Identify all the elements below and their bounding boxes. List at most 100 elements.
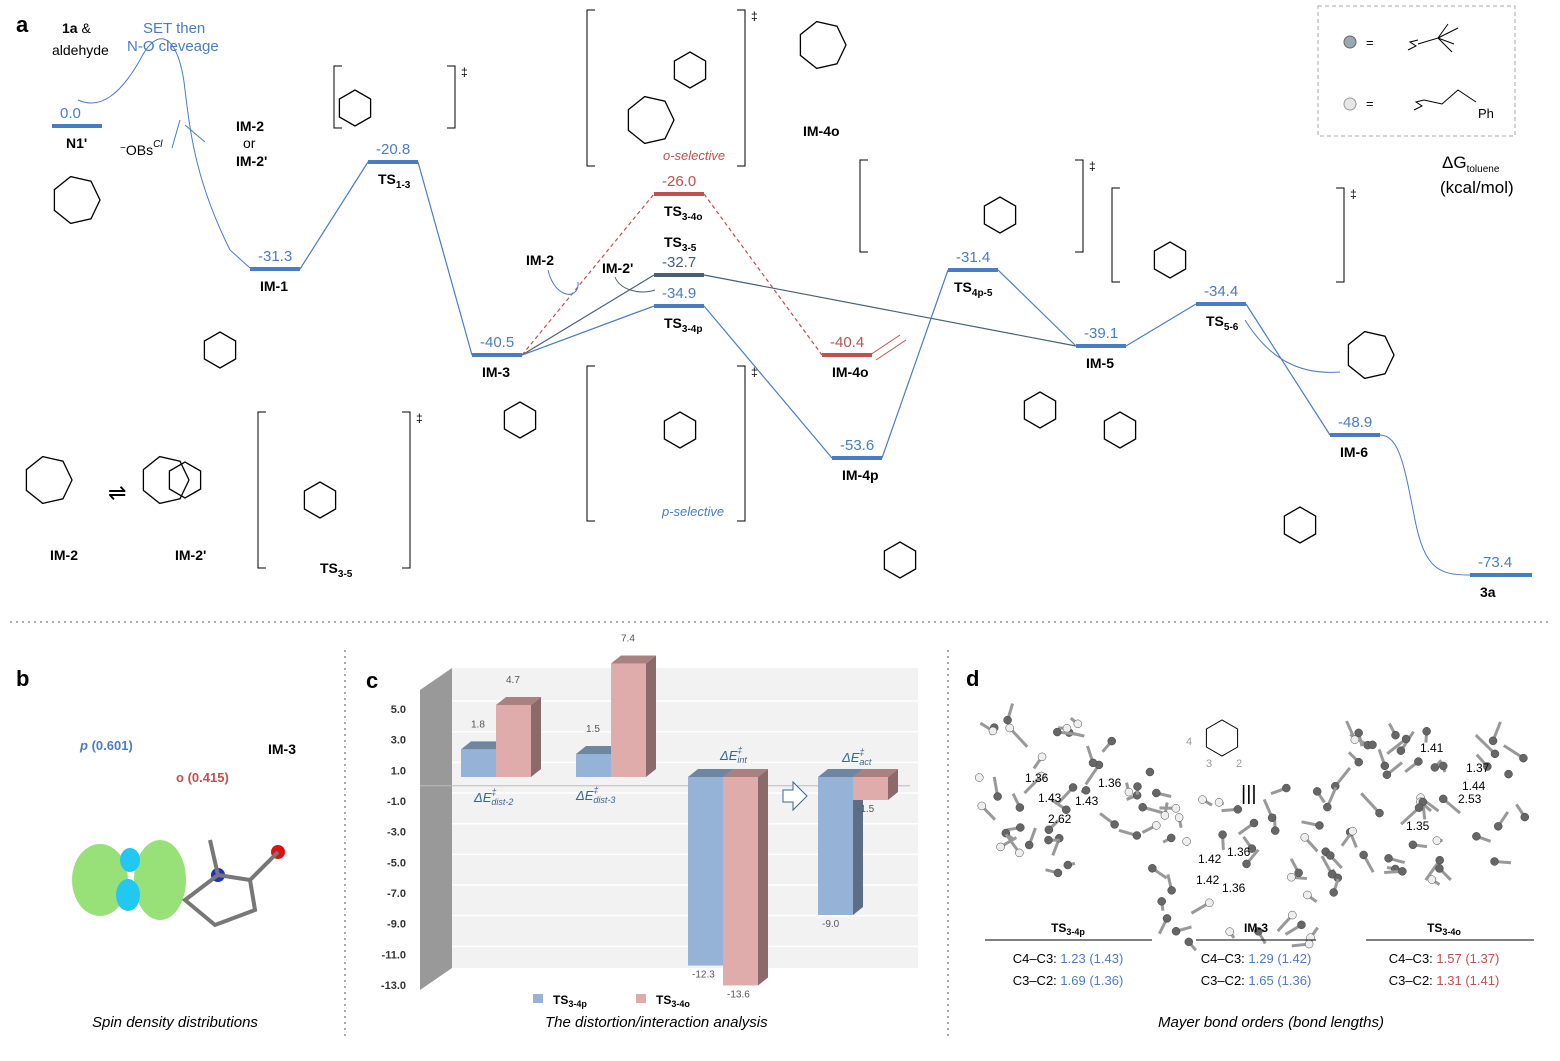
y-tick-label: 3.0 <box>391 735 406 747</box>
level-im5: -39.1 IM-5 <box>1076 325 1126 371</box>
molecule-ring <box>142 455 190 505</box>
obs-label: −OBsCl <box>120 139 163 158</box>
level-im6: -48.9 IM-6 <box>1330 414 1380 460</box>
molecule-ring <box>303 481 337 519</box>
level-label: IM-4p <box>842 467 879 483</box>
bar-side <box>888 769 898 800</box>
level-label: TS1-3 <box>378 171 411 191</box>
release-arrow <box>1244 319 1341 373</box>
o-spin-label: o (0.415) <box>176 770 229 785</box>
molecule-ring <box>53 175 101 225</box>
3d-molecule-model <box>1340 720 1530 886</box>
p-selective-label: p-selective <box>661 504 724 519</box>
level-n1: 0.0 N1' <box>52 105 102 151</box>
double-dagger: ‡ <box>416 411 423 425</box>
p-spin-label: p (0.601) <box>79 738 133 753</box>
bar-top <box>496 696 541 705</box>
white-sphere-icon <box>1343 97 1357 111</box>
level-label: TS4p-5 <box>954 279 993 299</box>
data-label: 4.7 <box>506 675 520 686</box>
ts35-structure-label: TS3-5 <box>320 560 353 580</box>
level-label: IM-1 <box>260 278 288 294</box>
bond-length-label: 1.36 <box>1227 845 1251 859</box>
bond-order-row: C4–C3: 1.57 (1.37) <box>1389 951 1500 966</box>
molecule-ring <box>1347 330 1395 380</box>
distortion-interaction-chart: 5.0 3.0 1.0 -1.0 -3.0 -5.0 -7.0 -9.0 -11.0 -13.0 1… <box>381 634 918 1009</box>
im3-structure <box>1205 719 1239 757</box>
category-label: ΔE‡ int <box>719 745 747 765</box>
structure-title: TS3-4o <box>1427 921 1461 937</box>
level-label: TS3-4p <box>664 315 702 335</box>
atom-number: 2 <box>1236 758 1242 770</box>
level-energy: -40.5 <box>480 334 514 351</box>
equals-2: = <box>1366 96 1374 111</box>
double-dagger: ‡ <box>751 9 758 23</box>
im4o-structure-label: IM-4o <box>803 123 840 139</box>
bond-order-row: C4–C3: 1.29 (1.42) <box>1201 951 1312 966</box>
category-label: ΔE‡ dist-2 <box>473 787 513 807</box>
ph-label: Ph <box>1478 106 1494 121</box>
connector-TS4p5-IM5 <box>997 269 1077 347</box>
im2-structure-label: IM-2 <box>50 547 78 563</box>
bar-TS3-4p-2 <box>688 777 723 966</box>
level-energy: 0.0 <box>60 105 81 122</box>
bar-side <box>758 769 768 986</box>
bar-TS3-4p-1 <box>576 754 611 777</box>
y-tick-label: -7.0 <box>387 888 406 900</box>
molecule-ring <box>168 461 202 499</box>
level-im4o: -40.4 IM-4o <box>822 334 872 380</box>
axis-unit: (kcal/mol) <box>1440 178 1514 197</box>
molecule-ring <box>627 95 675 145</box>
phenethyl-structure <box>1413 89 1477 111</box>
bar-top <box>576 746 621 755</box>
bond-order-row: C3–C2: 1.65 (1.36) <box>1201 973 1312 988</box>
bond-length-label: 1.43 <box>1038 791 1062 805</box>
connector-IM4p-TS4p5 <box>881 269 949 459</box>
level-energy: -73.4 <box>1478 554 1512 571</box>
atom-number: 3 <box>1206 758 1212 770</box>
ts-bracket <box>333 65 456 129</box>
branch-arrows <box>171 119 206 149</box>
bond-length-label: 1.44 <box>1462 779 1486 793</box>
level-label: IM-5 <box>1086 355 1114 371</box>
level-energy: -48.9 <box>1338 414 1372 431</box>
legend-label: TS3-4o <box>656 993 690 1009</box>
bond-length-label: 1.41 <box>1420 741 1444 755</box>
bar-TS3-4p-0 <box>461 749 496 777</box>
double-dagger: ‡ <box>1350 187 1357 201</box>
legend-swatch <box>533 994 543 1003</box>
o-selective-label: o-selective <box>663 148 725 163</box>
or-label: or <box>243 135 256 151</box>
bond-order-row: C4–C3: 1.23 (1.43) <box>1013 951 1124 966</box>
level-energy: -40.4 <box>830 334 864 351</box>
level-ts4p5: -31.4 TS4p-5 <box>948 249 998 299</box>
connector-TS56-IM6 <box>1245 303 1331 436</box>
bar-top <box>723 769 768 777</box>
connector-IM1-TS13 <box>299 161 369 270</box>
energy-connectors <box>299 161 1471 576</box>
level-label: TS5-6 <box>1206 313 1239 333</box>
bond-length-label: 1.35 <box>1406 819 1430 833</box>
level-label: TS3-5 <box>664 234 697 254</box>
level-im1: -31.3 IM-1 <box>250 248 300 294</box>
substituent-legend: = = Ph <box>1317 5 1516 137</box>
reagent-label: 1a & <box>62 20 91 36</box>
level-ts13: -20.8 TS1-3 <box>368 141 418 191</box>
bar-top <box>611 655 656 664</box>
bar-side <box>531 696 541 777</box>
bar-TS3-4o-2 <box>723 777 758 986</box>
im2-arrow-label: IM-2 <box>526 252 554 268</box>
equilibrium-arrow: ⇌ <box>108 480 126 505</box>
transition-state-brackets: ‡ ‡ ‡ ‡ ‡ ‡ <box>257 9 1357 569</box>
level-label: N1' <box>66 135 87 151</box>
double-dagger: ‡ <box>461 65 468 79</box>
bond-order-row: C3–C2: 1.69 (1.36) <box>1013 973 1124 988</box>
axis-title: ΔGtoluene <box>1442 153 1500 175</box>
im2p-arrow-label: IM-2' <box>602 260 633 276</box>
legend-label: TS3-4p <box>553 993 587 1009</box>
connector-TS35-IM5 <box>703 274 1077 347</box>
molecule-ring <box>883 541 917 579</box>
level-im3: -40.5 IM-3 <box>472 334 522 380</box>
